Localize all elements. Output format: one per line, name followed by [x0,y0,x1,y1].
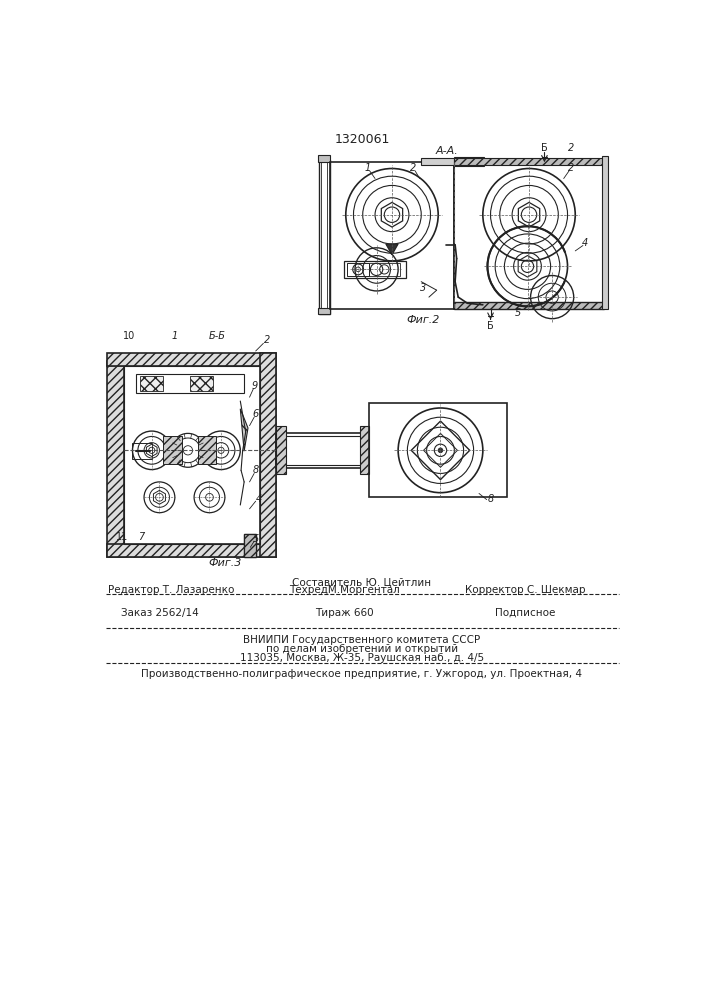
Text: Заказ 2562/14: Заказ 2562/14 [121,608,199,618]
Bar [107,544,276,557]
Bar [140,376,163,391]
Text: ТехредМ.Моргентал: ТехредМ.Моргентал [289,585,399,595]
Text: 2: 2 [568,143,575,153]
Text: 2: 2 [568,163,575,173]
Bar [321,162,327,312]
Bar [107,361,124,557]
Text: 10: 10 [122,331,135,341]
Polygon shape [240,409,248,451]
Text: Подписное: Подписное [495,608,556,618]
Text: Б-Б: Б-Б [209,331,226,341]
Bar [454,157,484,166]
Text: Составитель Ю. Цейтлин: Составитель Ю. Цейтлин [293,577,431,587]
Text: Тираж 660: Тираж 660 [315,608,373,618]
Bar [360,426,369,474]
Polygon shape [386,244,398,255]
Bar [244,534,257,557]
Text: 4: 4 [256,494,262,504]
Text: Корректор С. Шекмар: Корректор С. Шекмар [465,585,585,595]
Bar [136,374,244,393]
Bar [244,534,257,557]
Text: 5: 5 [515,308,520,318]
Text: ВНИИПИ Государственного комитета СССР: ВНИИПИ Государственного комитета СССР [243,635,481,645]
Bar [318,155,330,162]
Bar [107,353,276,366]
Bar [107,353,276,366]
Text: 9: 9 [252,381,258,391]
Text: 4: 4 [582,238,588,248]
Text: Производственно-полиграфическое предприятие, г. Ужгород, ул. Проектная, 4: Производственно-полиграфическое предприя… [141,669,583,679]
Bar [163,436,182,464]
Text: 1320061: 1320061 [334,133,390,146]
Text: 113035, Москва, Ж-35, Раушская наб., д. 4/5: 113035, Москва, Ж-35, Раушская наб., д. … [240,653,484,663]
Text: Фиг.2: Фиг.2 [407,315,440,325]
Bar [124,366,259,544]
Bar [281,436,364,465]
Text: 1: 1 [364,163,370,173]
Text: Б: Б [541,143,548,153]
Text: 2: 2 [411,163,416,173]
Text: Редактор Т. Лазаренко: Редактор Т. Лазаренко [107,585,234,595]
Bar [276,426,286,474]
Text: по делам изобретений и открытий: по делам изобретений и открытий [266,644,458,654]
Bar [259,353,276,557]
Text: 2: 2 [264,335,270,345]
Bar [107,361,124,557]
Text: 11: 11 [117,532,129,542]
Text: 1: 1 [172,331,178,341]
Bar [259,353,276,557]
Bar [198,436,216,464]
Text: 7: 7 [138,532,144,542]
Bar [347,263,369,276]
Bar [107,544,276,557]
Bar [421,158,483,165]
Text: 3: 3 [420,283,426,293]
Bar [454,302,604,309]
Text: Фиг.3: Фиг.3 [208,558,242,568]
Bar [132,443,152,459]
Text: 8: 8 [487,494,493,504]
Text: Б: Б [487,321,494,331]
Text: А-А.: А-А. [436,146,458,156]
Bar [244,534,257,557]
Text: 5: 5 [252,534,259,544]
Bar [276,433,369,468]
Bar [369,263,399,276]
Bar [369,403,508,497]
Bar [318,308,330,314]
Bar [454,162,604,309]
Circle shape [438,448,443,453]
Bar [330,162,454,309]
Text: 8: 8 [252,465,259,475]
Bar [319,160,329,314]
Text: 6: 6 [252,409,259,419]
Bar [190,376,214,391]
Bar [344,261,406,278]
Bar [602,156,608,309]
Bar [454,158,604,165]
